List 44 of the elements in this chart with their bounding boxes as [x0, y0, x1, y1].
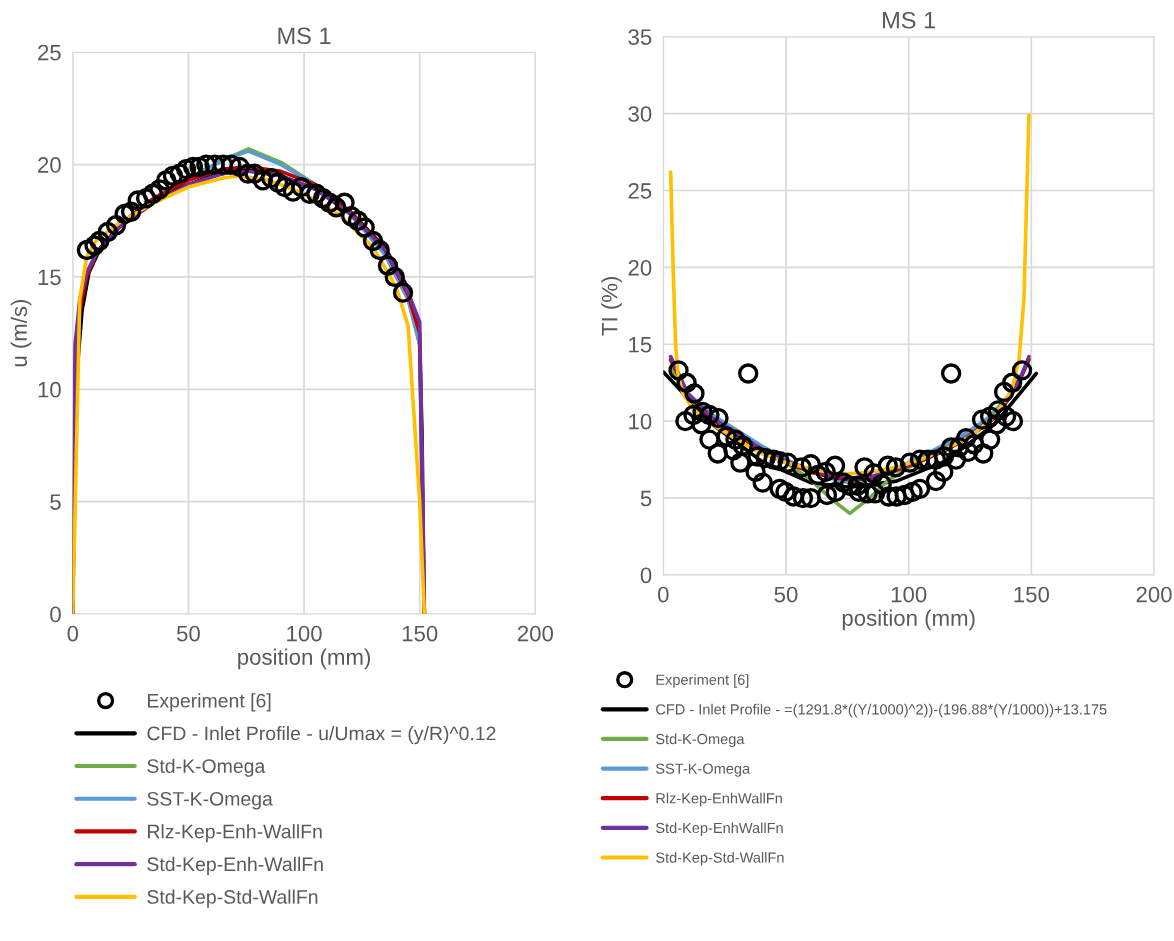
y-tick-label: 5: [50, 494, 61, 510]
legend-label: Std-Kep-Std-WallFn: [147, 889, 318, 908]
legend-label: Experiment [6]: [148, 693, 271, 712]
legend-label: Rlz-Kep-EnhWallFn: [656, 792, 782, 807]
legend-label: Std-Kep-Enh-WallFn: [147, 856, 323, 875]
legend-label: Std-Kep-EnhWallFn: [655, 822, 783, 836]
y-tick-label: 0: [50, 606, 61, 623]
x-tick-label: 0: [67, 625, 79, 642]
x-tick-label: 100: [891, 586, 927, 603]
y-tick-label: 10: [629, 413, 652, 430]
y-axis-title: TI (%): [601, 276, 622, 336]
x-axis-title: position (mm): [842, 609, 975, 631]
y-axis-title: u (m/s): [10, 299, 32, 367]
legend-label: SST-K-Omega: [147, 791, 273, 810]
chart-title: MS 1: [278, 27, 331, 45]
chart-title: MS 1: [883, 11, 936, 29]
legend-label: SST-K-Omega: [655, 763, 751, 777]
y-tick-label: 10: [38, 381, 61, 398]
x-tick-label: 150: [1014, 586, 1050, 603]
legend-label: Rlz-Kep-Enh-WallFn: [148, 824, 322, 843]
y-tick-label: 35: [628, 29, 652, 45]
y-tick-label: 5: [640, 490, 652, 507]
x-tick-label: 200: [517, 625, 554, 642]
y-tick-label: 20: [628, 259, 652, 276]
legend-label: Std-Kep-Std-WallFn: [655, 852, 784, 866]
x-tick-label: 200: [1136, 586, 1172, 603]
legend-label: Std-K-Omega: [655, 733, 745, 748]
y-tick-label: 25: [38, 44, 61, 61]
y-tick-label: 20: [38, 157, 61, 173]
x-axis-title: position (mm): [238, 648, 370, 670]
y-tick-label: 30: [628, 106, 652, 122]
x-tick-label: 50: [774, 586, 798, 603]
y-tick-label: 25: [628, 183, 652, 199]
legend-label: CFD - Inlet Profile - =(1291.8*((Y/1000)^2))-(196.88*(Y/1000))+13.175: [656, 703, 1107, 718]
x-tick-label: 50: [176, 625, 200, 642]
legend-label: Std-K-Omega: [147, 758, 266, 777]
x-tick-label: 100: [287, 625, 322, 642]
x-tick-label: 150: [402, 625, 438, 642]
y-tick-label: 15: [38, 269, 61, 286]
y-tick-label: 0: [640, 567, 652, 584]
x-tick-label: 0: [658, 586, 669, 603]
legend-label: CFD - Inlet Profile - u/Umax = (y/R)^0.12: [147, 726, 496, 745]
y-tick-label: 15: [629, 337, 652, 353]
legend-label: Experiment [6]: [656, 674, 749, 688]
